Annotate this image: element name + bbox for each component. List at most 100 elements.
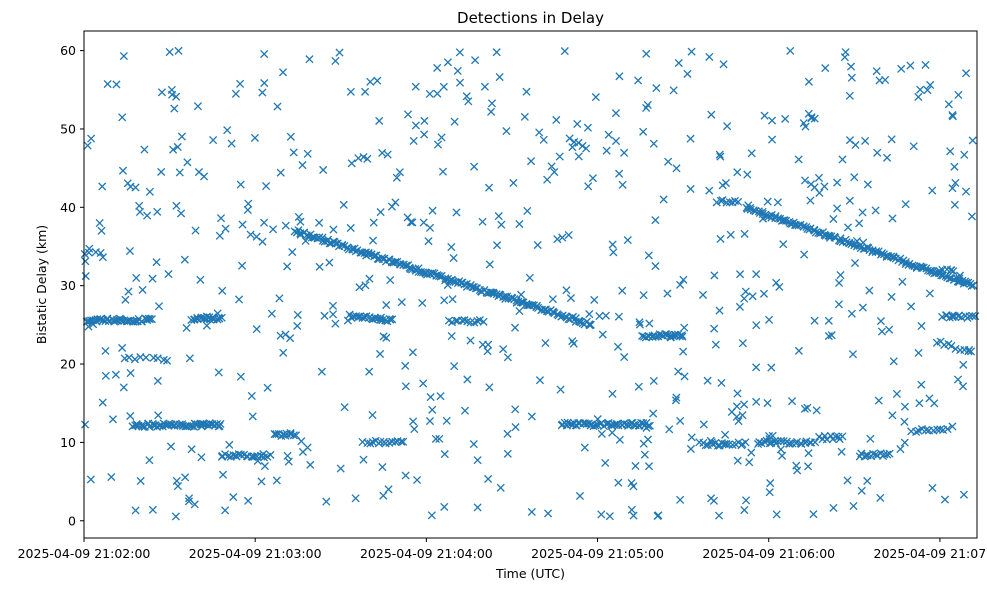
detection-point xyxy=(103,79,112,89)
detection-point xyxy=(614,312,623,321)
detection-point xyxy=(887,292,896,301)
detection-point xyxy=(706,436,715,445)
detection-point xyxy=(428,405,437,414)
detection-point xyxy=(824,316,833,325)
detection-point xyxy=(740,229,749,238)
y-tick-label: 60 xyxy=(60,43,76,58)
detection-point xyxy=(803,403,812,412)
detection-point xyxy=(153,354,162,363)
detection-point xyxy=(253,456,262,465)
detection-point xyxy=(116,315,125,324)
detection-point xyxy=(180,255,189,264)
detection-point xyxy=(317,367,326,376)
detection-point xyxy=(376,437,385,446)
detection-point xyxy=(663,289,672,298)
detection-point xyxy=(951,344,960,353)
detection-point xyxy=(611,109,621,118)
detection-point xyxy=(779,437,788,446)
detection-point xyxy=(509,178,518,188)
detection-point xyxy=(431,434,440,443)
detection-point xyxy=(492,241,502,250)
detection-point xyxy=(967,281,976,290)
detection-point xyxy=(346,223,355,233)
detection-point xyxy=(838,155,847,164)
detection-point xyxy=(767,135,777,144)
detection-point xyxy=(425,416,435,426)
detection-point xyxy=(221,224,230,233)
detection-point xyxy=(651,332,660,341)
detection-point xyxy=(328,310,338,319)
x-tick-label: 2025-04-09 21:03:00 xyxy=(189,546,322,561)
detection-point xyxy=(845,196,854,205)
detection-point xyxy=(837,447,846,456)
detection-point xyxy=(850,258,860,268)
detection-point xyxy=(147,315,156,324)
detection-point xyxy=(98,398,107,407)
detection-point xyxy=(216,419,225,429)
detection-point xyxy=(958,382,968,391)
detection-point xyxy=(331,319,340,328)
detection-point xyxy=(466,318,475,327)
detection-point xyxy=(595,312,604,321)
detection-point xyxy=(81,271,90,281)
detection-point xyxy=(315,218,324,227)
detection-point xyxy=(716,196,725,205)
detection-point xyxy=(424,237,433,246)
detection-point xyxy=(955,271,965,280)
detection-point xyxy=(858,303,867,312)
detection-point xyxy=(86,475,95,484)
detection-point xyxy=(736,270,745,279)
detection-point xyxy=(293,310,302,319)
detection-point xyxy=(744,201,753,210)
detection-point xyxy=(511,323,520,332)
detection-point xyxy=(553,235,562,244)
detection-point xyxy=(925,289,934,298)
detection-point xyxy=(289,148,298,157)
detection-point xyxy=(728,440,737,449)
detection-point xyxy=(281,330,290,339)
detection-point xyxy=(940,495,950,504)
detection-point xyxy=(968,136,977,145)
detection-point xyxy=(861,136,870,145)
detection-point xyxy=(547,162,556,171)
detection-point xyxy=(318,233,327,242)
detection-point xyxy=(666,333,675,342)
detection-point xyxy=(419,218,428,227)
detection-point xyxy=(185,354,194,363)
detection-point xyxy=(847,309,856,318)
detection-point xyxy=(765,488,774,497)
detection-point xyxy=(187,445,196,454)
detection-point xyxy=(418,298,427,308)
detection-point xyxy=(340,403,349,412)
detection-point xyxy=(608,389,617,398)
detection-point xyxy=(379,332,388,341)
detection-point xyxy=(202,321,211,330)
detection-point xyxy=(588,174,597,183)
detection-point xyxy=(620,148,629,157)
detection-point xyxy=(634,76,643,85)
detection-point xyxy=(568,143,577,152)
detection-point xyxy=(527,412,536,421)
detection-point xyxy=(814,173,824,182)
detection-point xyxy=(440,296,449,305)
detection-point xyxy=(925,394,934,403)
detection-point xyxy=(676,416,685,425)
detection-point xyxy=(347,159,356,168)
detection-point xyxy=(439,82,448,91)
detection-point xyxy=(578,141,587,151)
detection-point xyxy=(906,61,915,70)
detection-point xyxy=(623,236,632,245)
detection-point xyxy=(821,64,830,73)
detection-point xyxy=(118,113,127,122)
detection-point xyxy=(710,271,719,280)
detection-point xyxy=(387,202,397,211)
detection-point xyxy=(716,152,725,161)
detection-point xyxy=(615,169,624,178)
detection-point xyxy=(892,389,901,398)
detection-point xyxy=(157,88,167,97)
detection-point xyxy=(598,330,607,339)
detection-point xyxy=(809,510,818,519)
detection-point xyxy=(810,316,819,325)
detection-point xyxy=(560,47,569,56)
x-tick-label: 2025-04-09 21:07:00 xyxy=(874,546,987,561)
